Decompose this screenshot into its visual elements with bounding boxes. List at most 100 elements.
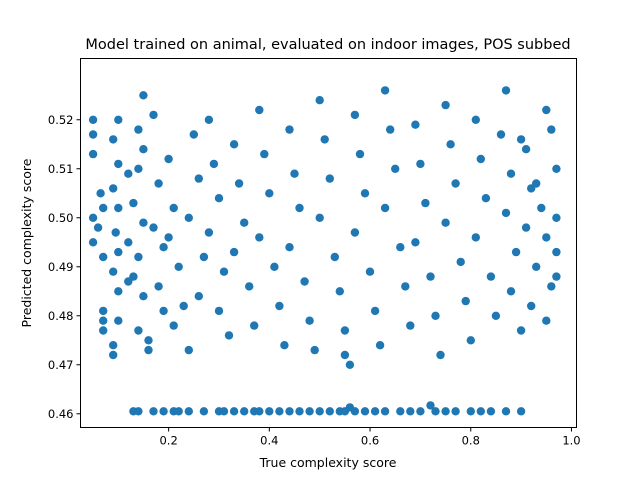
data-point (325, 407, 334, 416)
plot-frame (80, 58, 577, 428)
data-point (179, 301, 188, 311)
data-point (365, 267, 375, 276)
data-point (446, 140, 455, 149)
data-point (380, 203, 390, 213)
y-tick-label: 0.52 (48, 113, 74, 127)
data-point (300, 277, 309, 286)
data-point (139, 292, 148, 301)
data-point (229, 407, 239, 416)
data-point (305, 316, 314, 325)
data-point (486, 272, 496, 281)
data-point (111, 228, 120, 237)
data-point (285, 407, 294, 416)
data-point (96, 189, 105, 198)
data-point (285, 243, 294, 252)
data-point (219, 407, 229, 416)
data-point (491, 311, 501, 320)
data-point (406, 407, 415, 416)
data-point (99, 252, 108, 262)
data-point (134, 164, 143, 173)
data-point (411, 120, 420, 129)
data-point (275, 407, 284, 416)
data-point (99, 306, 108, 316)
data-point (265, 189, 274, 198)
data-point (386, 125, 395, 134)
data-point (431, 311, 440, 320)
data-point (214, 306, 224, 316)
data-point (476, 407, 485, 416)
data-point (380, 86, 390, 95)
data-point (506, 287, 516, 296)
data-point (184, 213, 193, 222)
data-point (496, 130, 506, 139)
data-point (486, 407, 496, 416)
data-point (114, 203, 123, 213)
data-point (255, 407, 264, 416)
data-point (340, 350, 350, 360)
data-point (350, 228, 360, 237)
data-point (360, 189, 370, 198)
data-point (431, 407, 440, 416)
data-point (275, 301, 284, 311)
data-point (375, 341, 385, 350)
data-point (194, 292, 203, 301)
data-point (184, 407, 193, 416)
data-point (532, 179, 541, 188)
data-point (380, 407, 390, 416)
x-tick-label: 0.2 (159, 434, 177, 448)
y-tick-label: 0.48 (48, 309, 74, 323)
data-point (355, 149, 365, 159)
axes: 0.2 0.4 0.6 0.8 1.0 0.46 0.47 0.48 0.49 0.50 0.51 0… (48, 113, 581, 448)
data-point (144, 336, 153, 345)
data-point (114, 159, 123, 169)
data-point (229, 140, 239, 149)
data-point (320, 135, 329, 144)
data-point (154, 179, 163, 188)
data-point (350, 407, 360, 416)
data-point (456, 257, 465, 267)
data-point (471, 115, 480, 125)
data-point (214, 194, 224, 203)
data-point (315, 407, 324, 416)
y-tick-label: 0.49 (48, 260, 74, 274)
data-point (350, 110, 360, 120)
data-point (144, 345, 153, 355)
data-point (169, 203, 178, 213)
data-point (124, 238, 133, 247)
data-point (124, 169, 133, 178)
data-point (391, 164, 400, 173)
data-point (345, 360, 355, 369)
data-point (476, 154, 485, 164)
data-point (542, 233, 551, 242)
data-point (224, 331, 234, 340)
data-point (134, 252, 143, 262)
data-point (154, 282, 163, 291)
data-point (204, 228, 214, 237)
data-point (149, 223, 158, 232)
data-point (139, 218, 148, 227)
data-point (416, 407, 425, 416)
data-point (396, 407, 405, 416)
y-tick-label: 0.46 (48, 407, 74, 421)
data-point (114, 316, 123, 325)
data-point (174, 407, 183, 416)
data-point (466, 407, 475, 416)
data-point (129, 198, 138, 208)
data-point (516, 135, 526, 144)
data-point (421, 198, 430, 208)
data-point (401, 282, 410, 291)
y-tick-label: 0.51 (48, 162, 74, 176)
data-point (199, 407, 209, 416)
data-point (370, 407, 380, 416)
data-point (511, 247, 521, 257)
data-point (451, 407, 460, 416)
data-point (285, 125, 294, 134)
data-point (552, 164, 561, 173)
data-point (521, 223, 531, 232)
x-axis-label: True complexity score (259, 455, 397, 470)
data-point (260, 149, 269, 159)
data-point (240, 218, 249, 227)
data-point (134, 326, 143, 335)
